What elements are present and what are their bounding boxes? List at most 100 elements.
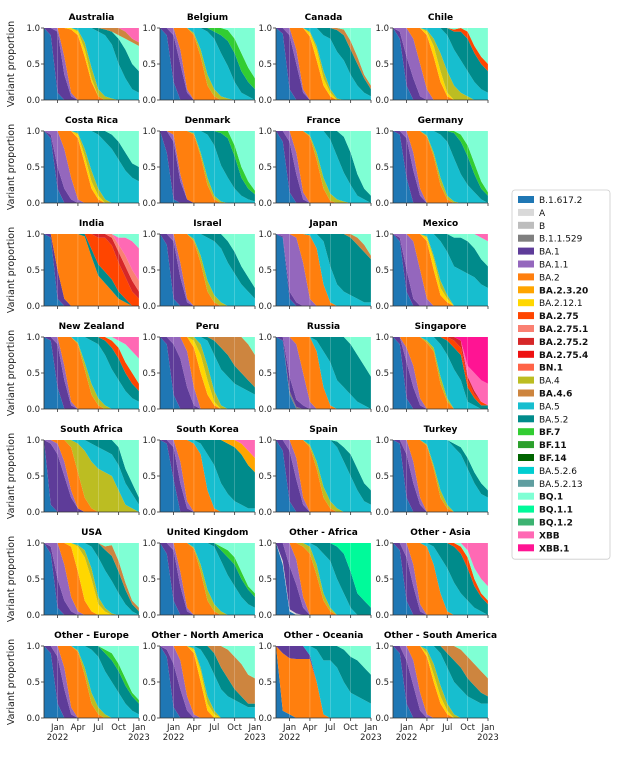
area-ba-5-2 (160, 543, 255, 608)
area-ba-2 (44, 337, 139, 409)
area-ba-1 (44, 646, 139, 718)
area-ba-2-12-1 (393, 234, 488, 306)
y-tick-label: 0.5 (258, 369, 272, 379)
area-ba-5 (44, 337, 139, 409)
area-ba-1 (160, 440, 255, 512)
area-ba-2 (160, 646, 255, 718)
legend-label: BF.14 (539, 454, 567, 464)
panel-title: United Kingdom (167, 528, 249, 538)
panel-title: France (307, 116, 341, 126)
panel-title: Spain (309, 425, 338, 435)
legend-label: BA.2 (539, 273, 560, 283)
legend-item: BA.2.75.4 (518, 350, 588, 361)
area-ba-2-75-2 (393, 337, 488, 406)
panel-title: Denmark (185, 116, 232, 126)
legend-item: BA.5.2.13 (518, 479, 583, 490)
area-bq-1 (160, 646, 255, 679)
area-ba-1 (276, 440, 371, 512)
legend-item: BF.11 (518, 441, 567, 451)
legend-item: BA.5 (518, 402, 560, 412)
legend-item: BQ.1.2 (518, 518, 573, 529)
area-b-1-617-2 (393, 131, 488, 203)
legend-item: BQ.1 (518, 492, 563, 503)
x-tick-label: Apr (187, 723, 202, 733)
panel-israel: Israel 0.0 0.5 1.0 (142, 219, 256, 312)
y-tick-label: 0.5 (26, 575, 40, 585)
y-axis-label: Variant proportion (6, 536, 17, 622)
area-ba-5 (393, 28, 488, 100)
y-tick-label: 0.5 (26, 369, 40, 379)
legend-swatch (518, 544, 534, 552)
panel-title: Singapore (415, 322, 467, 332)
y-tick-label: 1.0 (375, 230, 389, 240)
area-b-1-617-2 (393, 337, 488, 409)
legend-swatch (518, 454, 534, 461)
x-tick-year-label: 2022 (163, 733, 185, 743)
area-ba-2 (44, 131, 139, 203)
legend-item: BN.1 (518, 363, 563, 374)
legend-swatch (518, 325, 534, 332)
area-bq-1 (160, 543, 255, 594)
panel-title: Chile (428, 13, 453, 23)
area-ba-5-2 (160, 337, 255, 395)
legend-label: XBB.1 (539, 544, 569, 554)
area-b-1-617-2 (393, 543, 488, 615)
legend-swatch (518, 505, 534, 513)
legend-swatch (518, 415, 534, 423)
panel-singapore: Singapore 0.0 0.5 1.0 (375, 322, 489, 415)
y-tick-label: 1.0 (26, 230, 40, 240)
area-ba-5-2 (393, 234, 488, 288)
legend-swatch (518, 428, 534, 436)
y-tick-label: 0.5 (258, 60, 272, 70)
panel-australia: Australia 0.0 0.5 1.0 Variant proportion (6, 13, 140, 107)
panel-grid: Australia 0.0 0.5 1.0 Variant proportion Belg… (6, 13, 499, 743)
area-b-1-617-2 (44, 131, 139, 203)
area-bq-1 (393, 440, 488, 491)
panel-title: Other - South America (384, 631, 497, 641)
area-ba-1-1 (276, 131, 371, 203)
area-ba-2 (276, 131, 371, 203)
area-ba-5-2 (393, 646, 488, 704)
y-tick-label: 0.0 (26, 611, 40, 621)
area-ba-5-2 (393, 337, 488, 409)
panel-turkey: Turkey 0.0 0.5 1.0 (375, 425, 489, 518)
area-ba-1 (160, 131, 255, 203)
y-tick-label: 1.0 (258, 230, 272, 240)
area-ba-1-1 (160, 337, 255, 409)
legend-swatch (518, 312, 534, 320)
legend-label: BA.2.75.2 (539, 338, 588, 348)
panel-germany: Germany 0.0 0.5 1.0 (375, 116, 489, 209)
area-ba-2 (393, 337, 488, 409)
area-ba-1-1 (160, 234, 255, 306)
x-tick-label: Oct (227, 723, 242, 733)
area-b-1-617-2 (160, 234, 255, 306)
legend-label: BA.5.2 (539, 415, 568, 425)
y-tick-label: 0.0 (26, 199, 40, 209)
area-b-1-617-2 (44, 543, 139, 615)
panel-belgium: Belgium 0.0 0.5 1.0 (142, 13, 256, 106)
area-bq-1 (393, 234, 488, 267)
panel-title: Other - Asia (410, 528, 470, 538)
legend-swatch (518, 260, 534, 268)
y-tick-label: 1.0 (258, 333, 272, 343)
y-tick-label: 1.0 (375, 333, 389, 343)
area-ba-1 (393, 131, 488, 203)
area-xbb-1 (393, 337, 488, 384)
legend-label: BQ.1 (539, 493, 563, 503)
area-bq-1 (276, 28, 371, 86)
area-ba-5-2 (393, 28, 488, 93)
x-tick-label: Apr (420, 723, 435, 733)
y-tick-label: 0.5 (375, 472, 389, 482)
legend-item: BF.14 (518, 454, 567, 464)
area-ba-1-1 (393, 337, 488, 409)
area-ba-5 (160, 440, 255, 512)
area-ba-2-12-1 (44, 131, 139, 203)
area-ba-4-6 (160, 646, 255, 704)
x-tick-label: Jul (208, 723, 219, 733)
area-b-1-617-2 (393, 28, 488, 100)
panel-title: Other - Oceania (284, 631, 364, 641)
y-tick-label: 0.0 (258, 405, 272, 415)
x-tick-year-label: 2023 (128, 733, 150, 743)
